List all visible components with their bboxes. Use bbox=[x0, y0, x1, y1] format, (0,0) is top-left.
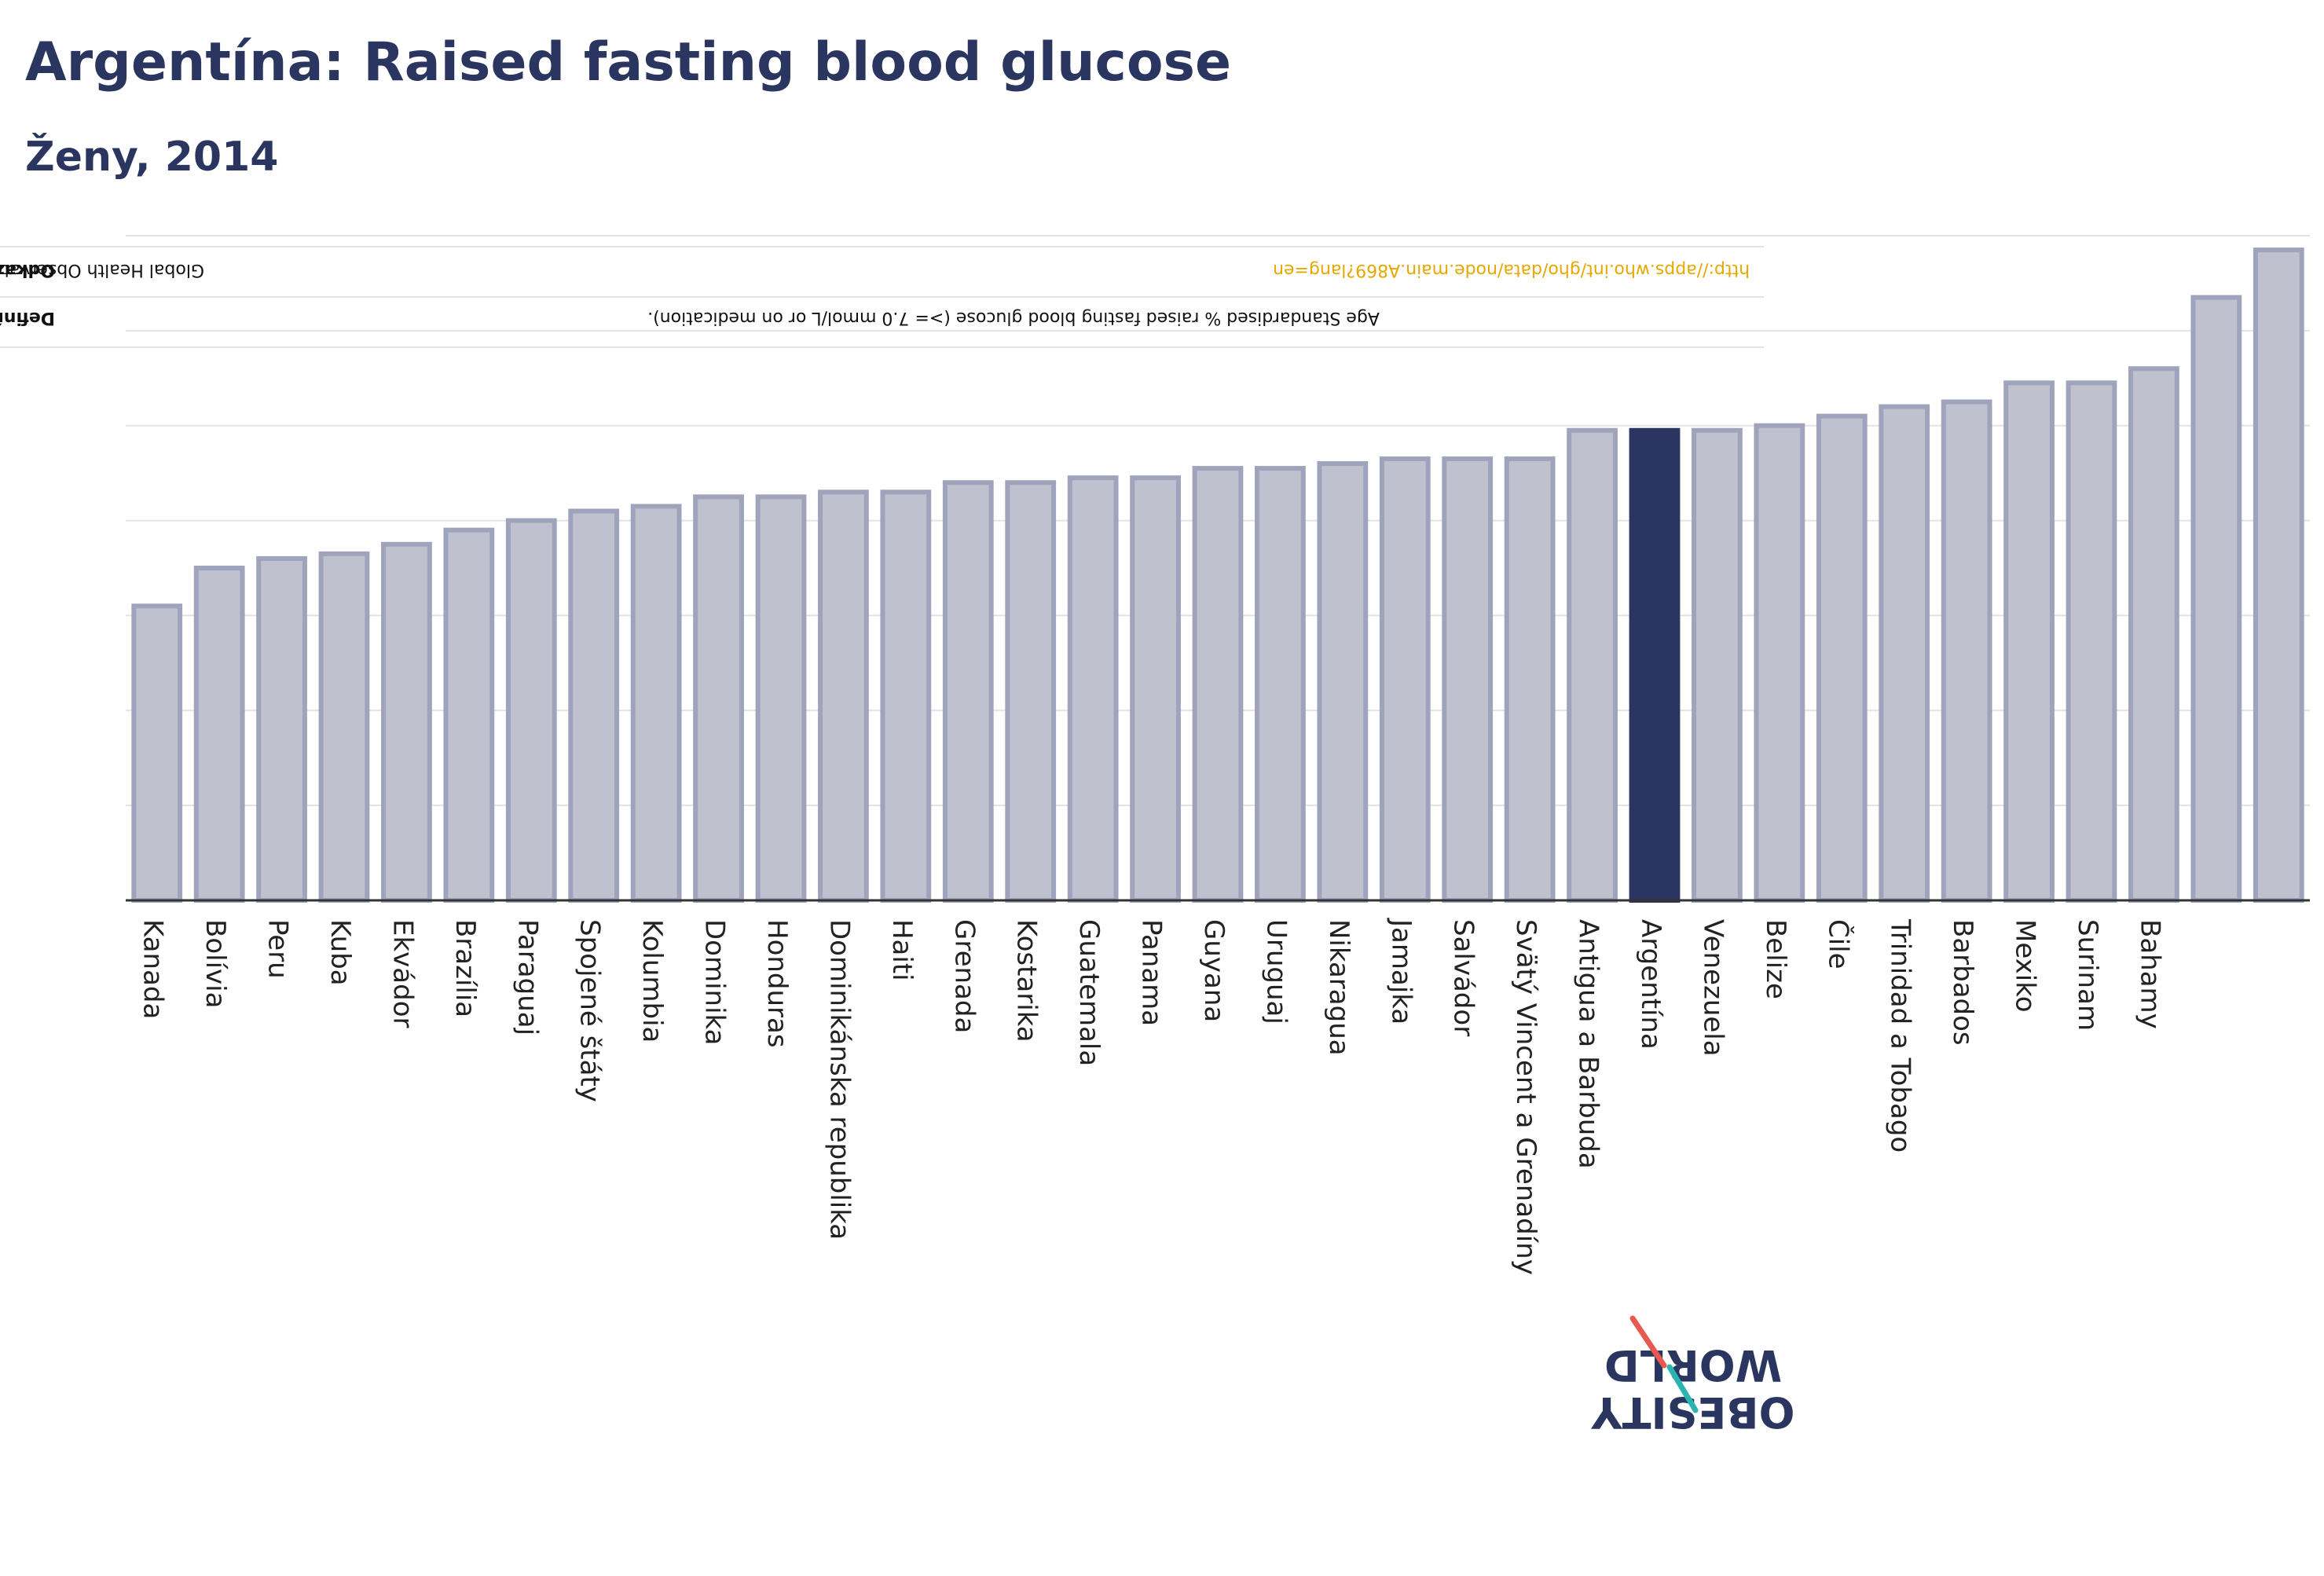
x-tick-label: Salvádor bbox=[1448, 919, 1479, 1036]
bar bbox=[1941, 399, 1992, 903]
x-tick-label: Peru bbox=[262, 919, 294, 979]
bar bbox=[942, 480, 994, 903]
x-tick-label: Panama bbox=[1136, 919, 1167, 1026]
x-tick-label: Argentína bbox=[1635, 919, 1666, 1050]
x-tick-label: Belize bbox=[1760, 919, 1791, 999]
bar bbox=[1005, 480, 1057, 903]
bar bbox=[755, 494, 807, 903]
x-tick-label: Barbados bbox=[1947, 919, 1978, 1046]
bar bbox=[1692, 427, 1743, 903]
x-tick-label: Guyana bbox=[1198, 919, 1230, 1022]
bar bbox=[1317, 461, 1369, 903]
x-tick-label: Nikaragua bbox=[1323, 919, 1354, 1056]
x-tick-label: Haiti bbox=[886, 919, 918, 981]
bars bbox=[131, 247, 2304, 903]
bar bbox=[1879, 404, 1930, 903]
x-tick-label: Kuba bbox=[324, 919, 356, 986]
chart-title: Argentína: Raised fasting blood glucose bbox=[25, 31, 1232, 93]
bar bbox=[193, 566, 245, 903]
bar bbox=[318, 551, 370, 903]
x-tick-label: Honduras bbox=[761, 919, 793, 1048]
x-tick-label: Bolívia bbox=[200, 919, 231, 1008]
bar bbox=[630, 504, 682, 903]
x-tick-label: Spojené štáty bbox=[574, 919, 606, 1102]
bar bbox=[693, 494, 744, 903]
bar bbox=[2066, 380, 2117, 903]
x-tick-label: Kostarika bbox=[1011, 919, 1043, 1043]
x-tick-label: Dominika bbox=[699, 919, 731, 1045]
bar bbox=[1442, 456, 1494, 903]
references-link[interactable]: http://apps.who.int/gho/data/node.main.A… bbox=[1273, 260, 1750, 280]
chart-subtitle: Ženy, 2014 bbox=[25, 134, 279, 181]
bar bbox=[505, 518, 557, 903]
x-tick-label: Svätý Vincent a Grenadíny bbox=[1510, 919, 1541, 1275]
logo-text-line1: OBESITY bbox=[1591, 1387, 1795, 1437]
obesity-world-logo: OBESITY WORLD bbox=[1591, 1340, 1795, 1437]
x-tick-label: Uruguaj bbox=[1260, 919, 1292, 1024]
x-tick-label: Venezuela bbox=[1697, 919, 1728, 1057]
bar bbox=[2003, 380, 2055, 903]
bar bbox=[1067, 475, 1119, 903]
bar bbox=[1754, 423, 1805, 903]
x-tick-label: Dominikánska republika bbox=[823, 919, 855, 1240]
x-tick-label: Bahamy bbox=[2134, 919, 2165, 1029]
x-tick-label: Kolumbia bbox=[636, 919, 668, 1043]
bar bbox=[1504, 456, 1556, 903]
bar bbox=[880, 489, 932, 903]
bar bbox=[1255, 466, 1306, 903]
x-tick-label: Mexiko bbox=[2010, 919, 2041, 1013]
x-tick-label: Kanada bbox=[137, 919, 169, 1019]
logo-text-line2: WORLD bbox=[1604, 1340, 1782, 1390]
bar bbox=[2128, 366, 2179, 903]
references-label: Odkazy: bbox=[0, 260, 55, 280]
notes-panel: Odkazy: Global Health Observatory data r… bbox=[0, 246, 1764, 348]
bar bbox=[2190, 295, 2242, 903]
x-tick-labels: Kanada Bolívia Peru Kuba Ekvádor Brazília Para… bbox=[137, 918, 2166, 1275]
x-tick-label: Brazília bbox=[449, 919, 481, 1017]
bar bbox=[131, 603, 183, 903]
x-tick-label: Jamajka bbox=[1385, 918, 1417, 1024]
definition-text: Age Standardised % raised fasting blood … bbox=[647, 308, 1380, 328]
logo-slash-red bbox=[1629, 1315, 1667, 1369]
bar bbox=[256, 555, 307, 903]
x-tick-label: Grenada bbox=[948, 919, 980, 1033]
bar-highlighted bbox=[1629, 427, 1681, 903]
bar bbox=[1130, 475, 1181, 903]
x-tick-label: Ekvádor bbox=[387, 919, 418, 1028]
definition-label: Definície (k dispozícii iba v angličtine… bbox=[0, 308, 55, 328]
x-tick-label: Antigua a Barbuda bbox=[1573, 919, 1604, 1169]
bar bbox=[381, 541, 432, 903]
logo-slash-teal bbox=[1666, 1364, 1699, 1413]
bar bbox=[1379, 456, 1431, 903]
references-text: Global Health Observatory data repositor… bbox=[0, 260, 204, 280]
bar bbox=[1192, 466, 1244, 903]
bar bbox=[818, 489, 869, 903]
x-tick-label: Trinidad a Tobago bbox=[1885, 918, 1916, 1153]
x-tick-label: Guatemala bbox=[1073, 919, 1105, 1066]
bar bbox=[1816, 413, 1868, 903]
x-tick-label: Paraguaj bbox=[511, 919, 543, 1035]
x-tick-label: Surinam bbox=[2072, 919, 2103, 1031]
bar bbox=[2253, 247, 2304, 903]
bar bbox=[443, 527, 495, 903]
bar bbox=[568, 508, 620, 903]
x-tick-label: Čile bbox=[1822, 919, 1854, 969]
bar bbox=[1567, 427, 1618, 903]
